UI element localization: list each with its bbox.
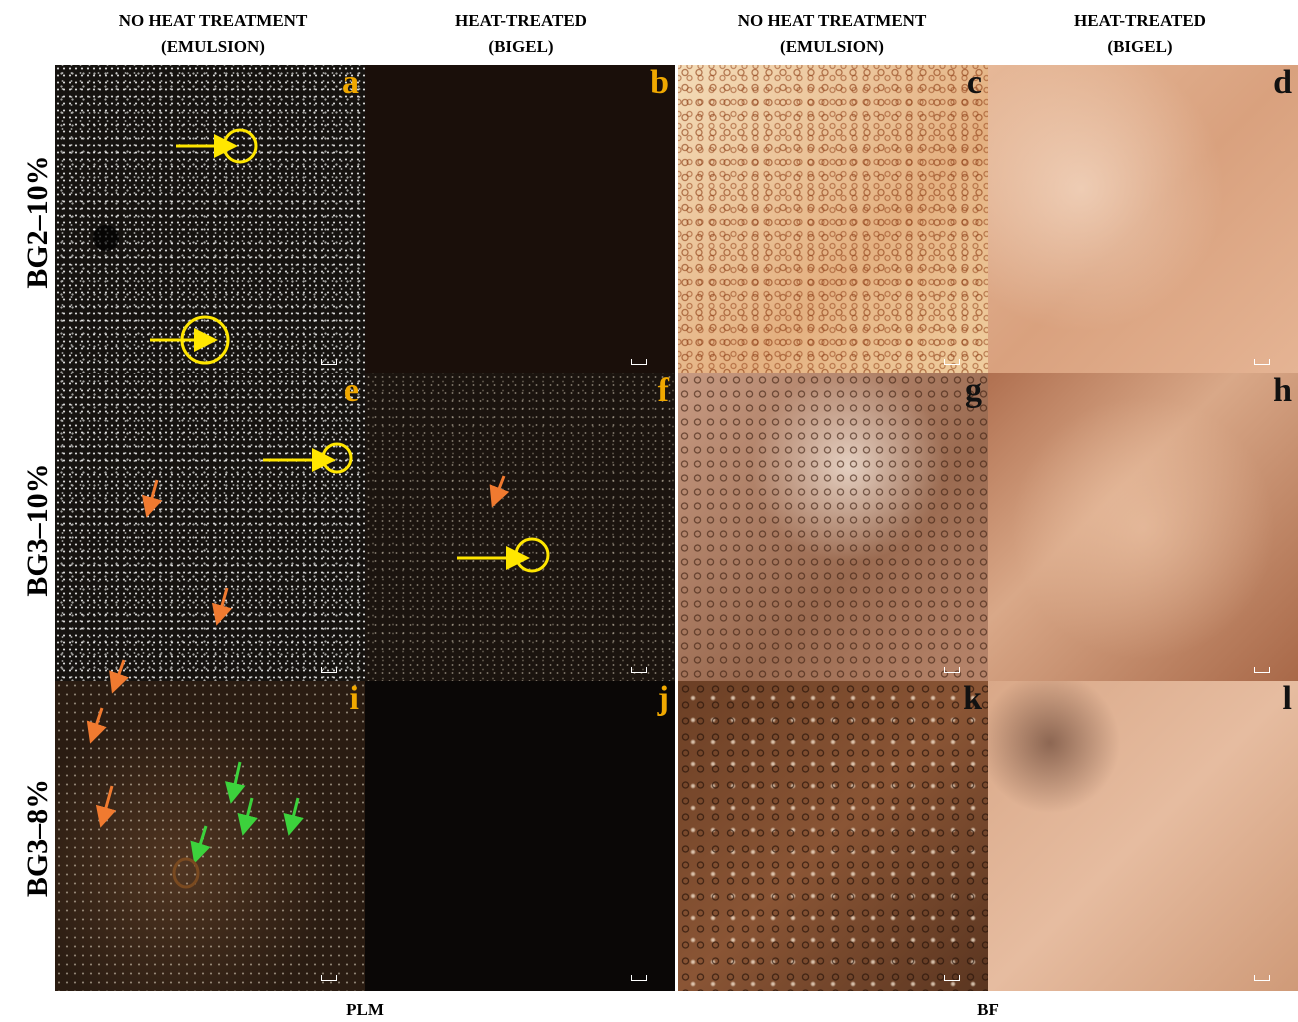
orange-arrows (92, 476, 504, 822)
yellow-marks (150, 130, 548, 571)
annotations (0, 0, 1298, 1022)
droplet (174, 859, 198, 887)
dark-spot (93, 225, 119, 251)
footer-label: PLM (346, 1000, 384, 1020)
footer-label: BF (977, 1000, 999, 1020)
figure: NO HEAT TREATMENT(EMULSION) HEAT-TREATED… (0, 0, 1298, 1022)
green-arrows (196, 762, 298, 858)
